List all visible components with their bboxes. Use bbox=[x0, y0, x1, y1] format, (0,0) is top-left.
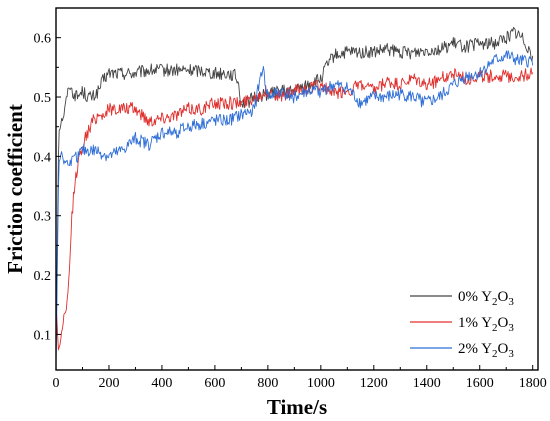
y-tick-label: 0.6 bbox=[34, 32, 52, 47]
x-tick-label: 1600 bbox=[466, 376, 494, 391]
x-tick-label: 1000 bbox=[307, 376, 335, 391]
y-axis-ticks: 0.1 0.2 0.3 0.4 0.5 0.6 bbox=[34, 32, 61, 343]
y-tick-label: 0.1 bbox=[34, 328, 52, 343]
x-axis-title: Time/s bbox=[267, 395, 327, 419]
x-tick-label: 200 bbox=[98, 376, 119, 391]
legend-label-1: 1% Y2O3 bbox=[458, 315, 514, 334]
x-tick-label: 0 bbox=[53, 376, 60, 391]
series-line-1 bbox=[55, 67, 534, 351]
legend-label-2: 2% Y2O3 bbox=[458, 341, 514, 360]
legend-label-part: 2 bbox=[492, 296, 498, 308]
x-tick-label: 1200 bbox=[360, 376, 388, 391]
legend-label-part: 2 bbox=[492, 348, 498, 360]
x-tick-label: 1800 bbox=[519, 376, 547, 391]
legend-label-part: 0% Y bbox=[458, 289, 492, 305]
x-tick-label: 800 bbox=[257, 376, 278, 391]
x-tick-label: 400 bbox=[151, 376, 172, 391]
y-tick-label: 0.5 bbox=[34, 91, 52, 106]
x-axis-ticks: 0 200 400 600 800 1000 1200 1400 1600 1800 bbox=[53, 365, 547, 391]
legend-label-part: 3 bbox=[508, 296, 514, 308]
series-layer bbox=[55, 26, 534, 366]
x-tick-label: 600 bbox=[204, 376, 225, 391]
y-tick-label: 0.3 bbox=[34, 210, 52, 225]
y-axis-title: Friction coefficient bbox=[3, 104, 27, 274]
y-tick-label: 0.2 bbox=[34, 269, 52, 284]
legend-label-part: 3 bbox=[508, 348, 514, 360]
legend-label-part: O bbox=[498, 315, 509, 331]
series-line-2 bbox=[55, 50, 534, 366]
legend-label-part: 2 bbox=[492, 322, 498, 334]
legend-label-part: 3 bbox=[508, 322, 514, 334]
legend-label-part: 2% Y bbox=[458, 341, 492, 357]
x-tick-label: 1400 bbox=[413, 376, 441, 391]
legend-label-part: 1% Y bbox=[458, 315, 492, 331]
legend-label-0: 0% Y2O3 bbox=[458, 289, 514, 308]
legend-label-part: O bbox=[498, 289, 509, 305]
y-tick-label: 0.4 bbox=[34, 150, 52, 165]
legend-label-part: O bbox=[498, 341, 509, 357]
plot-frame bbox=[55, 7, 539, 371]
